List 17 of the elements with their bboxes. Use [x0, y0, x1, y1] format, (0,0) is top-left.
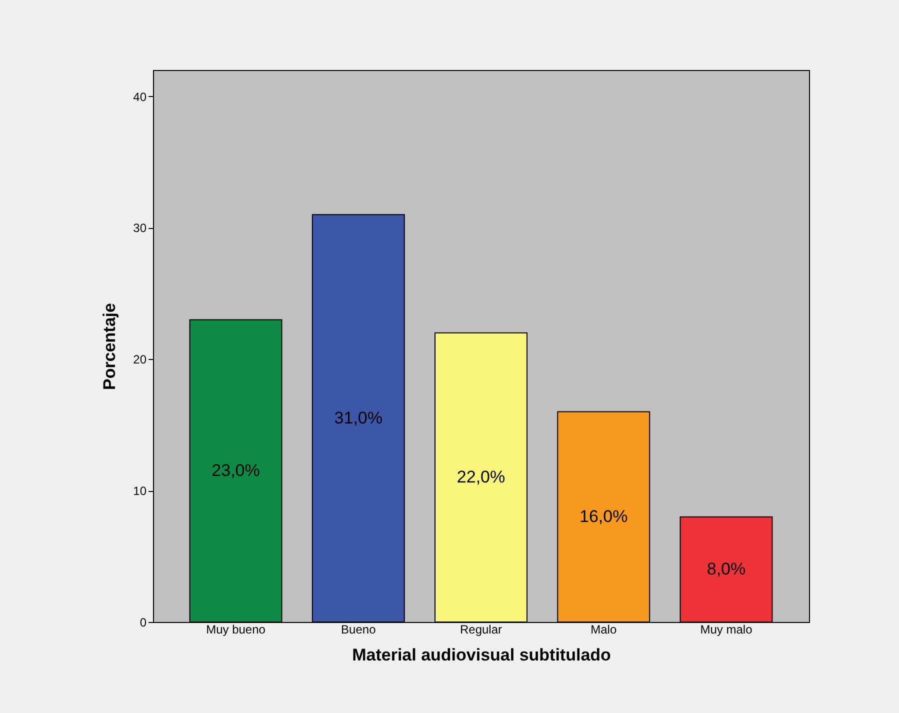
y-tick-label: 0 — [140, 616, 147, 630]
y-tick-label: 20 — [133, 352, 147, 367]
data-label: 22,0% — [456, 467, 506, 486]
y-tick-label: 40 — [133, 90, 147, 104]
y-axis-title: Porcentaje — [100, 303, 120, 390]
data-label: 16,0% — [580, 506, 628, 526]
data-label: 31,0% — [334, 408, 382, 428]
x-tick-label: Regular — [460, 622, 502, 636]
y-tick-label: 10 — [133, 484, 147, 498]
y-tick-label: 30 — [133, 221, 147, 236]
x-tick-label: Malo — [590, 622, 617, 636]
x-tick-label: Muy bueno — [206, 622, 266, 636]
x-axis-title: Material audiovisual subtitulado — [352, 646, 611, 664]
x-tick-label: Bueno — [341, 622, 376, 636]
x-tick-label: Muy malo — [700, 622, 753, 636]
data-label: 8,0% — [706, 559, 746, 578]
data-label: 23,0% — [212, 460, 260, 480]
